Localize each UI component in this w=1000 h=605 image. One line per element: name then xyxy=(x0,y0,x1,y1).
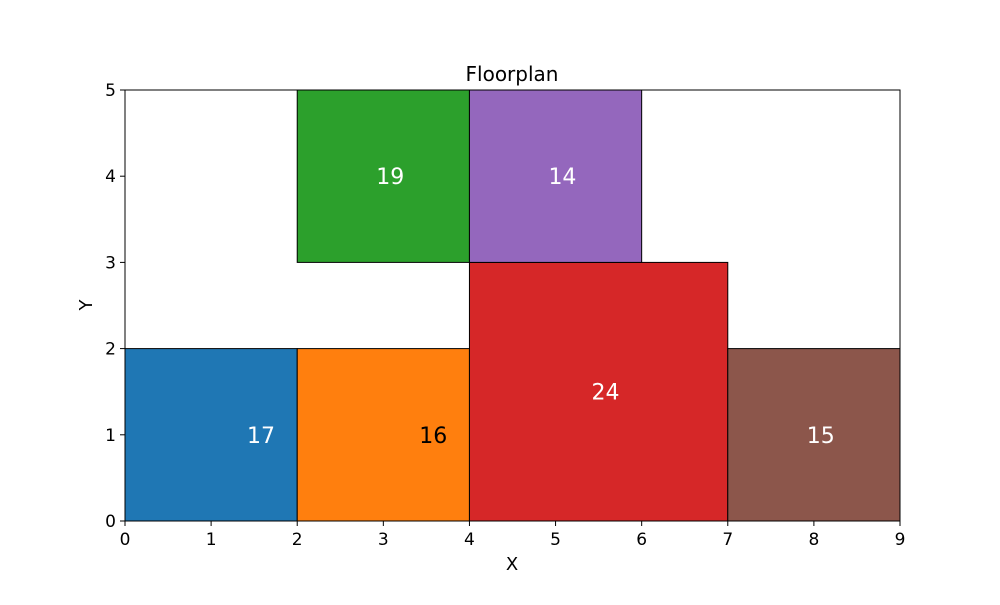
room-label-14: 14 xyxy=(548,165,576,190)
room-label-19: 19 xyxy=(376,165,404,190)
chart-title: Floorplan xyxy=(466,62,559,86)
x-tick-label: 0 xyxy=(120,530,131,550)
room-label-24: 24 xyxy=(592,381,620,406)
axes-frame xyxy=(124,89,901,522)
y-tick-label: 5 xyxy=(105,81,116,101)
x-tick-label: 4 xyxy=(464,530,475,550)
room-label-15: 15 xyxy=(807,424,835,449)
x-tick-label: 9 xyxy=(895,530,906,550)
room-label-16: 16 xyxy=(419,424,447,449)
room-14 xyxy=(468,89,643,263)
room-19 xyxy=(296,89,470,263)
room-label-17: 17 xyxy=(247,424,275,449)
x-tick-label: 2 xyxy=(292,530,303,550)
y-tick-label: 2 xyxy=(105,340,116,360)
y-tick-label: 0 xyxy=(105,512,116,532)
x-tick-label: 6 xyxy=(636,530,647,550)
room-16 xyxy=(296,348,470,522)
room-17 xyxy=(124,348,298,522)
x-axis-label: X xyxy=(506,554,518,575)
x-tick-label: 7 xyxy=(722,530,733,550)
y-tick-label: 3 xyxy=(105,253,116,273)
x-tick-label: 3 xyxy=(378,530,389,550)
x-tick-label: 8 xyxy=(808,530,819,550)
y-tick-label: 4 xyxy=(105,167,116,187)
room-15 xyxy=(727,348,901,522)
y-tick-label: 1 xyxy=(105,426,116,446)
rooms-layer: 17 16 24 15 19 14 xyxy=(124,89,901,522)
x-ticks: 0 1 2 3 4 5 6 7 8 9 xyxy=(120,521,906,550)
x-tick-label: 5 xyxy=(550,530,561,550)
x-tick-label: 1 xyxy=(206,530,217,550)
y-axis-label: Y xyxy=(76,299,97,312)
y-ticks: 0 1 2 3 4 5 xyxy=(105,81,125,532)
